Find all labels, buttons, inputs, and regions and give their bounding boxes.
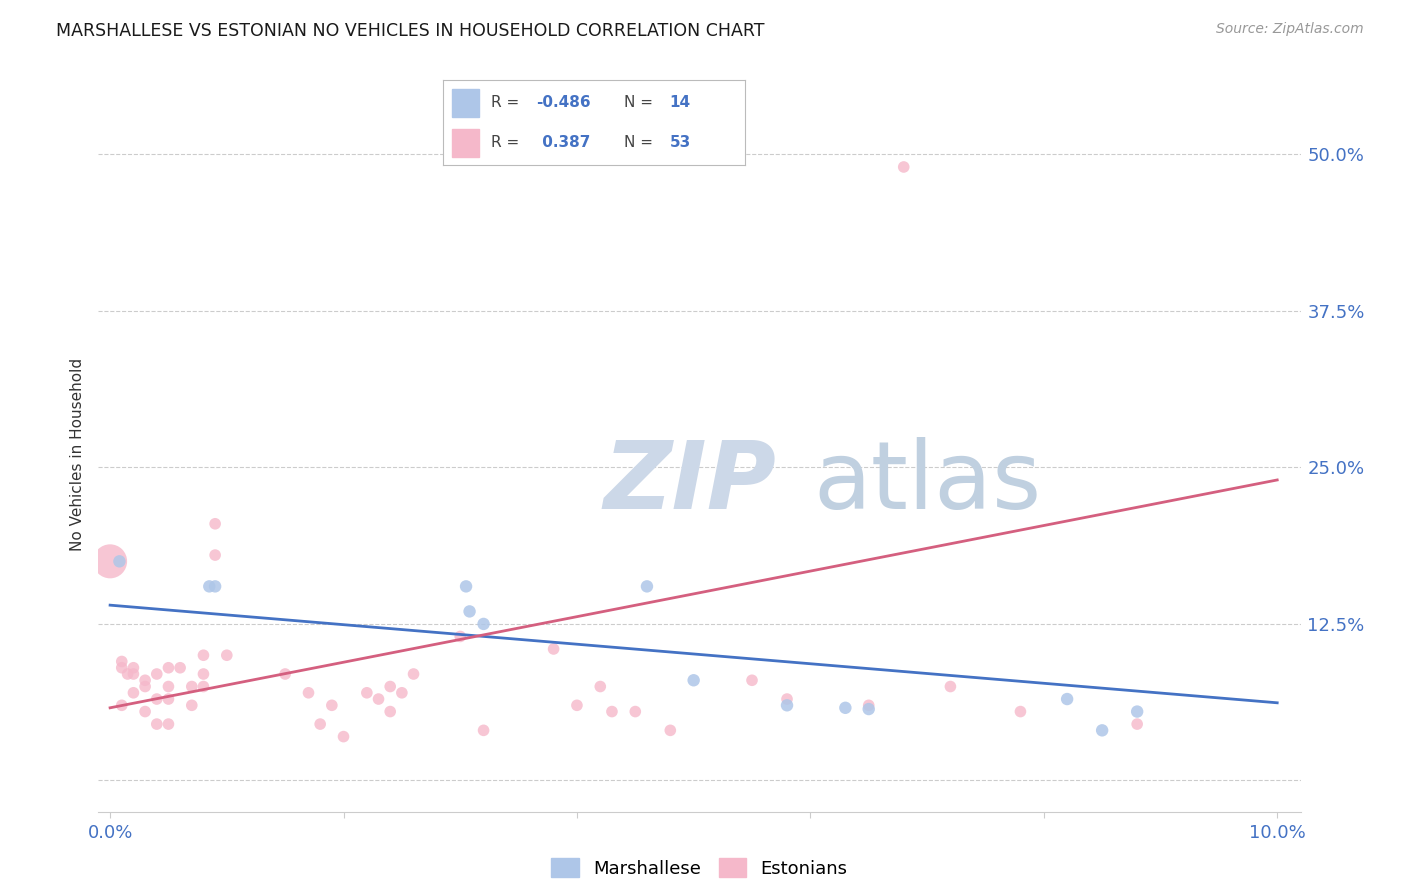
Point [589,680,612,694]
Text: N =: N = [624,135,658,150]
Text: MARSHALLESE VS ESTONIAN NO VEHICLES IN HOUSEHOLD CORRELATION CHART: MARSHALLESE VS ESTONIAN NO VEHICLES IN H… [56,22,765,40]
Point [741,673,763,688]
Point [309,717,332,731]
Text: atlas: atlas [814,437,1042,530]
Point [380,680,402,694]
Point [98,554,121,568]
Point [134,680,156,694]
Point [858,702,880,716]
Point [776,698,799,713]
Text: R =: R = [491,95,524,111]
Point [204,516,226,531]
Point [169,661,191,675]
Point [1126,717,1149,731]
Point [157,692,180,706]
Point [122,686,145,700]
Point [472,723,495,738]
Point [1010,705,1032,719]
Point [204,548,226,562]
Text: -0.486: -0.486 [537,95,592,111]
Point [157,661,180,675]
Text: R =: R = [491,135,529,150]
Point [458,604,481,618]
Point [297,686,319,700]
Point [146,667,169,681]
Point [193,667,215,681]
Point [215,648,238,663]
Point [682,673,704,688]
Point [367,692,389,706]
Point [543,642,565,657]
Bar [451,89,479,117]
Point [1056,692,1078,706]
Point [600,705,623,719]
Point [157,717,180,731]
Point [380,705,402,719]
Legend: Marshallese, Estonians: Marshallese, Estonians [544,851,855,885]
Point [1091,723,1114,738]
Point [391,686,413,700]
Point [111,655,134,669]
Point [157,680,180,694]
Bar [451,128,479,157]
Text: Source: ZipAtlas.com: Source: ZipAtlas.com [1216,22,1364,37]
Point [454,579,477,593]
Point [122,661,145,675]
Point [356,686,378,700]
Point [134,673,156,688]
Point [111,698,134,713]
Point [321,698,343,713]
Point [402,667,425,681]
Point [122,667,145,681]
Text: 53: 53 [669,135,690,150]
Y-axis label: No Vehicles in Household: No Vehicles in Household [69,359,84,551]
Point [193,648,215,663]
Text: N =: N = [624,95,658,111]
Text: 0.387: 0.387 [537,135,591,150]
Point [472,616,495,631]
Point [332,730,354,744]
Point [180,698,202,713]
Text: ZIP: ZIP [603,437,776,530]
Point [659,723,682,738]
Point [1126,705,1149,719]
Point [893,160,915,174]
Point [834,701,856,715]
Point [624,705,647,719]
Point [111,661,134,675]
Point [146,717,169,731]
Point [180,680,202,694]
Text: 14: 14 [669,95,690,111]
Point [146,692,169,706]
Point [204,579,226,593]
Point [636,579,658,593]
Point [939,680,962,694]
Point [117,667,139,681]
Point [858,698,880,713]
Point [198,579,221,593]
Point [565,698,588,713]
Point [776,692,799,706]
Point [108,554,131,568]
Point [193,680,215,694]
Point [274,667,297,681]
Point [449,630,471,644]
Point [134,705,156,719]
